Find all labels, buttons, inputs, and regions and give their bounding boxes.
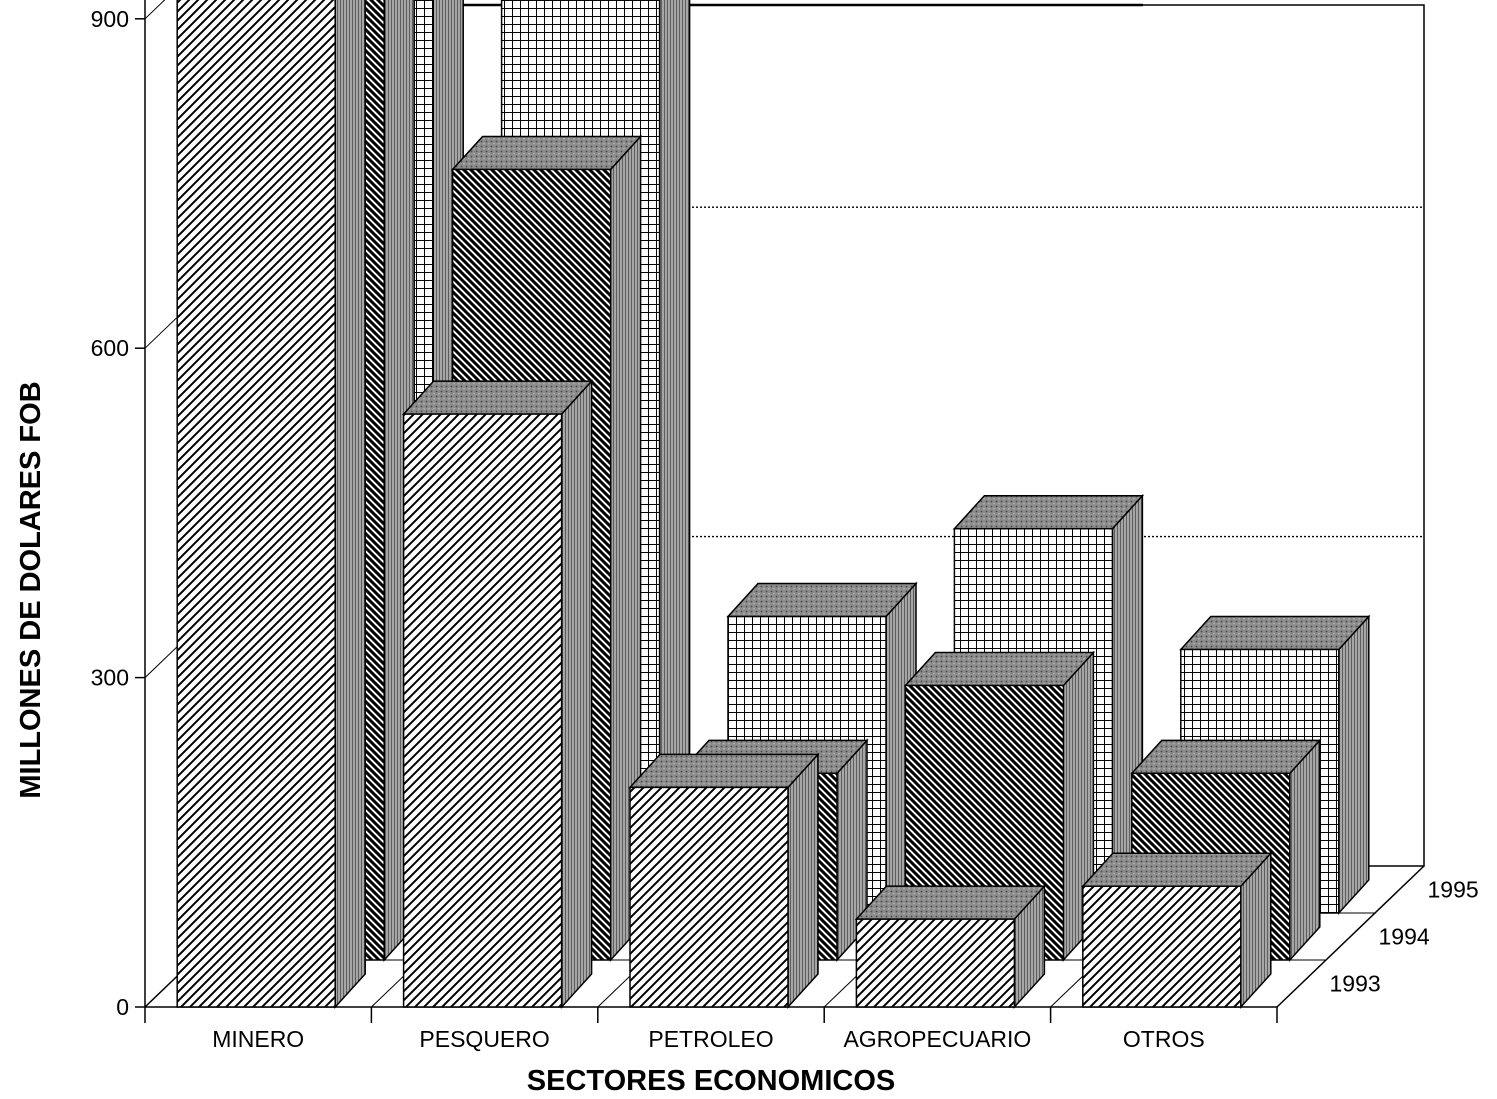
bar-front-face [629, 786, 789, 1008]
x-tick-label: PETROLEO [648, 1026, 773, 1052]
bar-top-face [726, 582, 918, 618]
bar-top-face [1130, 739, 1322, 775]
bar-top-face [401, 380, 594, 415]
x-axis-title: SECTORES ECONOMICOS [527, 1065, 895, 1097]
bar-front-face [402, 413, 563, 1008]
labels-group: SECTORES ECONOMICOS MILLONES DE DOLARES … [15, 6, 1479, 1097]
x-tick-label: OTROS [1123, 1026, 1205, 1052]
bar [401, 379, 594, 1009]
bar-side-face [787, 752, 819, 1009]
series-label: 1993 [1330, 971, 1381, 997]
bars-group [176, 0, 1371, 1009]
bar-top-face [450, 135, 643, 171]
y-tick-label: 900 [91, 6, 129, 32]
bar-top-face [1081, 852, 1273, 887]
bar [854, 884, 1047, 1009]
bar-side-face [560, 379, 593, 1009]
series-label: 1995 [1428, 877, 1479, 903]
bar-top-face [903, 651, 1096, 687]
bar-side-face [334, 0, 366, 1009]
x-tick-label: PESQUERO [419, 1026, 549, 1052]
bar-top-face [854, 885, 1047, 920]
x-tick-label: AGROPECUARIO [843, 1026, 1031, 1052]
y-tick-label: 300 [91, 665, 129, 691]
bar-front-face [176, 0, 336, 1008]
bar [628, 752, 820, 1009]
bar-top-face [628, 753, 820, 789]
y-tick-label: 600 [91, 335, 129, 361]
bar-front-face [855, 918, 1016, 1008]
series-label: 1994 [1379, 924, 1430, 950]
bar-side-face [1338, 614, 1370, 915]
bar-side-face [1289, 738, 1321, 962]
x-tick-label: MINERO [212, 1026, 304, 1052]
bar [176, 0, 366, 1009]
bar-top-face [1179, 615, 1371, 651]
bar-front-face [1082, 885, 1242, 1008]
floor-right-edge [1276, 865, 1425, 1008]
bar-top-face [952, 494, 1145, 530]
y-tick-label: 0 [116, 994, 129, 1020]
bar [1081, 851, 1273, 1009]
y-axis-title: MILLONES DE DOLARES FOB [15, 381, 47, 798]
